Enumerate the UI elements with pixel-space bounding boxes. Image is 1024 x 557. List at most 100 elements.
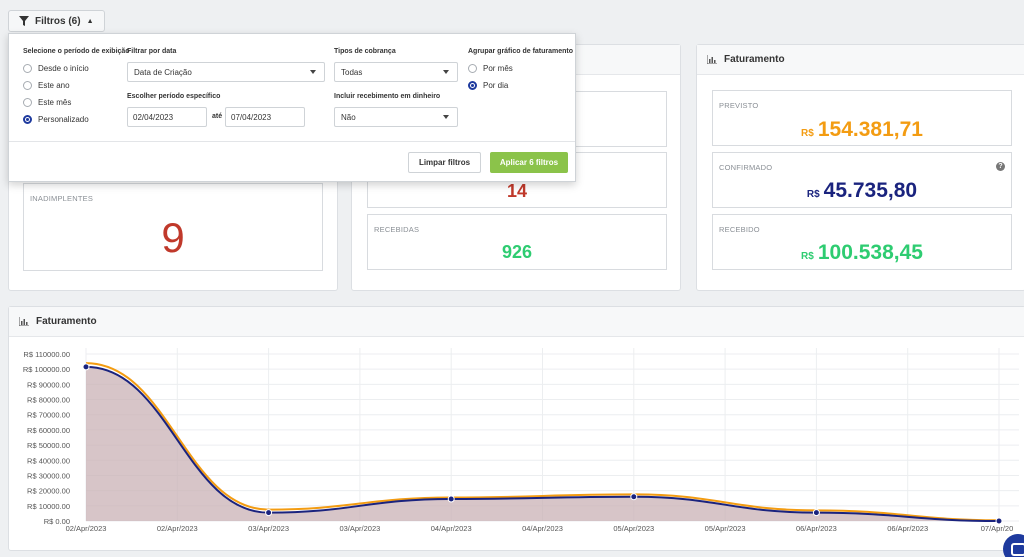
radio-selected-icon <box>468 81 477 90</box>
billing-card-header: Faturamento <box>697 45 1024 75</box>
series-line-confirmado <box>85 365 1000 522</box>
y-tick-label: R$ 20000.00 <box>27 487 70 496</box>
group-option-dia[interactable]: Por dia <box>468 81 508 90</box>
recebido-box: RECEBIDO R$ 100.538,45 <box>712 214 1012 270</box>
confirmado-currency: R$ <box>806 189 820 200</box>
y-tick-label: R$ 50000.00 <box>27 441 70 450</box>
period-option-personalizado[interactable]: Personalizado <box>23 115 89 124</box>
billing-area-chart: R$ 110000.00 R$ 100000.00 R$ 90000.00 R$ 80… <box>23 348 1019 533</box>
filters-toggle-button[interactable]: Filtros (6) ▲ <box>8 10 105 32</box>
previsto-currency: R$ <box>801 128 814 139</box>
y-tick-label: R$ 10000.00 <box>27 502 70 511</box>
chat-widget-icon[interactable] <box>1003 534 1024 557</box>
y-tick-label: R$ 40000.00 <box>27 456 70 465</box>
previsto-label: PREVISTO <box>719 101 759 110</box>
received-box: RECEBIDAS 926 <box>367 214 667 270</box>
billing-card: Faturamento PREVISTO R$ 154.381,71 CONFIR… <box>696 44 1024 291</box>
x-tick-label: 03/Apr/2023 <box>339 524 380 533</box>
clear-filters-button[interactable]: Limpar filtros <box>408 152 481 173</box>
confirmado-label: CONFIRMADO <box>719 163 773 172</box>
group-option-label: Por mês <box>483 64 513 73</box>
x-tick-label: 06/Apr/2023 <box>887 524 928 533</box>
period-option-label: Personalizado <box>38 115 89 124</box>
data-point <box>995 517 1003 525</box>
y-tick-label: R$ 60000.00 <box>27 426 70 435</box>
series-line-previsto <box>85 362 1000 522</box>
x-tick-label: 02/Apr/2023 <box>66 524 107 533</box>
filters-panel: Selecione o período de exibição Desde o … <box>8 33 576 182</box>
received-value: 926 <box>501 242 533 262</box>
y-tick-label: R$ 0.00 <box>44 517 70 526</box>
y-tick-label: R$ 80000.00 <box>27 396 70 405</box>
previsto-value: 154.381,71 <box>817 118 923 141</box>
caret-up-icon: ▲ <box>86 17 94 25</box>
period-specific-title: Escolher período específico <box>127 93 221 100</box>
date-filter-title: Filtrar por data <box>127 48 177 55</box>
date-filter-value: Data de Criação <box>134 67 192 77</box>
date-filter-select[interactable]: Data de Criação <box>127 62 325 82</box>
x-tick-label: 05/Apr/2023 <box>705 524 746 533</box>
data-point <box>82 363 90 371</box>
y-tick-label: R$ 90000.00 <box>27 380 70 389</box>
recebido-value: 100.538,45 <box>817 241 923 264</box>
y-tick-label: R$ 110000.00 <box>23 350 70 359</box>
inadimplentes-value: 9 <box>161 214 185 261</box>
chevron-down-icon <box>443 115 449 119</box>
data-point <box>630 493 638 501</box>
date-to-input[interactable]: 07/04/2023 <box>225 107 305 127</box>
apply-filters-button[interactable]: Aplicar 6 filtros <box>490 152 568 173</box>
area-fill <box>86 366 999 521</box>
data-point <box>265 509 273 517</box>
date-from-input[interactable]: 02/04/2023 <box>127 107 207 127</box>
data-point <box>447 495 455 503</box>
billing-card-title: Faturamento <box>724 54 785 65</box>
inadimplentes-box: INADIMPLENTES 9 <box>23 183 323 271</box>
charge-types-value: Todas <box>341 67 363 77</box>
chevron-down-icon <box>443 70 449 74</box>
x-tick-label: 03/Apr/2023 <box>248 524 289 533</box>
x-tick-label: 05/Apr/2023 <box>613 524 654 533</box>
period-option-inicio[interactable]: Desde o início <box>23 64 89 73</box>
y-tick-label: R$ 30000.00 <box>27 471 70 480</box>
group-option-mes[interactable]: Por mês <box>468 64 513 73</box>
radio-icon <box>23 98 32 107</box>
help-icon[interactable]: ? <box>996 162 1005 171</box>
x-tick-label: 04/Apr/2023 <box>522 524 563 533</box>
funnel-icon <box>19 16 29 26</box>
date-to-label: até <box>212 113 223 120</box>
period-option-label: Este mês <box>38 98 72 107</box>
chevron-down-icon <box>310 70 316 74</box>
confirmado-value: 45.735,80 <box>823 179 918 202</box>
period-option-label: Este ano <box>38 81 70 90</box>
charge-types-title: Tipos de cobrança <box>334 48 396 55</box>
inadimplentes-label: INADIMPLENTES <box>30 194 94 203</box>
period-option-label: Desde o início <box>38 64 89 73</box>
x-tick-label: 06/Apr/2023 <box>796 524 837 533</box>
panel-divider <box>9 141 575 142</box>
data-point <box>812 509 820 517</box>
confirmado-box: CONFIRMADO ? R$ 45.735,80 <box>712 152 1012 208</box>
x-tick-label: 04/Apr/2023 <box>431 524 472 533</box>
cash-value: Não <box>341 112 356 122</box>
radio-icon <box>23 64 32 73</box>
y-tick-label: R$ 70000.00 <box>27 411 70 420</box>
bar-chart-icon <box>19 317 29 326</box>
recebido-label: RECEBIDO <box>719 225 760 234</box>
charge-types-select[interactable]: Todas <box>334 62 458 82</box>
received-label: RECEBIDAS <box>374 225 420 234</box>
y-tick-label: R$ 100000.00 <box>23 365 70 374</box>
radio-icon <box>468 64 477 73</box>
filters-toggle-label: Filtros (6) <box>35 15 81 27</box>
cash-title: Incluir recebimento em dinheiro <box>334 93 441 100</box>
recebido-currency: R$ <box>801 251 814 262</box>
period-option-mes[interactable]: Este mês <box>23 98 71 107</box>
bar-chart-icon <box>707 55 717 64</box>
billing-chart-header: Faturamento <box>9 307 1024 337</box>
x-tick-label: 07/Apr/20 <box>981 524 1014 533</box>
period-option-ano[interactable]: Este ano <box>23 81 70 90</box>
x-tick-label: 02/Apr/2023 <box>157 524 198 533</box>
cash-select[interactable]: Não <box>334 107 458 127</box>
billing-chart-title: Faturamento <box>36 316 97 327</box>
overdue-value: 14 <box>506 181 528 201</box>
radio-icon <box>23 81 32 90</box>
